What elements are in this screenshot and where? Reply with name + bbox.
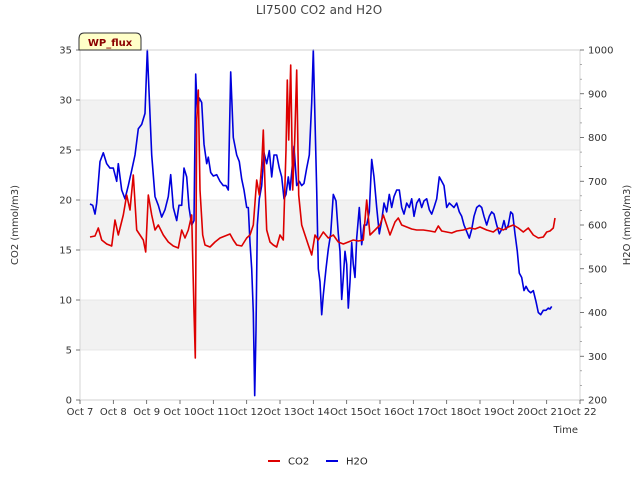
grid-band	[80, 100, 580, 150]
x-axis-tick-label: Oct 9	[133, 407, 160, 418]
x-axis-tick-label: Oct 18	[430, 407, 463, 418]
legend-label-co2: CO2	[288, 457, 309, 468]
x-axis-tick-label: Oct 19	[463, 407, 496, 418]
x-axis-tick-label: Oct 10	[163, 407, 196, 418]
x-axis-tick-label: Oct 13	[263, 407, 296, 418]
site-label-box: WP_flux	[78, 32, 142, 51]
right-axis-tick-label: 700	[588, 177, 607, 188]
grid-band	[80, 300, 580, 350]
left-axis-tick-label: 25	[59, 146, 72, 157]
x-axis-tick-label: Oct 21	[530, 407, 563, 418]
right-axis-tick-label: 400	[588, 308, 607, 319]
left-axis-tick-label: 20	[59, 196, 72, 207]
series-layer	[89, 49, 556, 397]
right-axis: 200 300 400 500 600 700 800 900 1000	[580, 46, 613, 407]
left-axis-tick-label: 0	[66, 396, 72, 407]
left-axis-tick-label: 35	[59, 46, 72, 57]
left-axis-tick-label: 15	[59, 246, 72, 257]
x-axis-tick-label: Oct 7	[67, 407, 94, 418]
series-line-co2	[89, 64, 556, 359]
right-axis-tick-label: 200	[588, 396, 607, 407]
x-axis-tick-label: Oct 22	[563, 407, 596, 418]
series-line-h2o	[89, 49, 553, 397]
x-axis-tick-label: Oct 14	[297, 407, 330, 418]
left-axis-tick-label: 30	[59, 96, 72, 107]
legend-label-h2o: H2O	[346, 457, 368, 468]
x-axis: Oct 7 Oct 8 Oct 9 Oct 10 Oct 11 Oct 12 Oct 13 O…	[67, 400, 597, 418]
x-axis-tick-label: Oct 15	[330, 407, 363, 418]
right-axis-tick-label: 500	[588, 264, 607, 275]
x-axis-tick-label: Oct 8	[100, 407, 127, 418]
left-axis: 0 5 10 15 20 25 30 35	[59, 46, 80, 407]
x-axis-title: Time	[553, 425, 578, 436]
right-axis-tick-label: 300	[588, 352, 607, 363]
right-axis-tick-label: 900	[588, 89, 607, 100]
x-axis-tick-label: Oct 16	[363, 407, 396, 418]
right-axis-tick-label: 800	[588, 133, 607, 144]
right-axis-tick-label: 600	[588, 221, 607, 232]
left-axis-tick-label: 5	[66, 346, 72, 357]
x-axis-tick-label: Oct 20	[497, 407, 530, 418]
x-axis-tick-label: Oct 17	[397, 407, 430, 418]
right-axis-tick-label: 1000	[588, 46, 613, 57]
x-axis-tick-label: Oct 11	[197, 407, 230, 418]
right-axis-title: H2O (mmol/m3)	[622, 185, 633, 266]
site-label: WP_flux	[88, 38, 133, 49]
left-axis-tick-label: 10	[59, 296, 72, 307]
chart-title: LI7500 CO2 and H2O	[256, 3, 382, 17]
x-axis-tick-label: Oct 12	[230, 407, 263, 418]
legend: CO2 H2O	[268, 457, 368, 468]
left-axis-title: CO2 (mmol/m3)	[10, 185, 21, 265]
